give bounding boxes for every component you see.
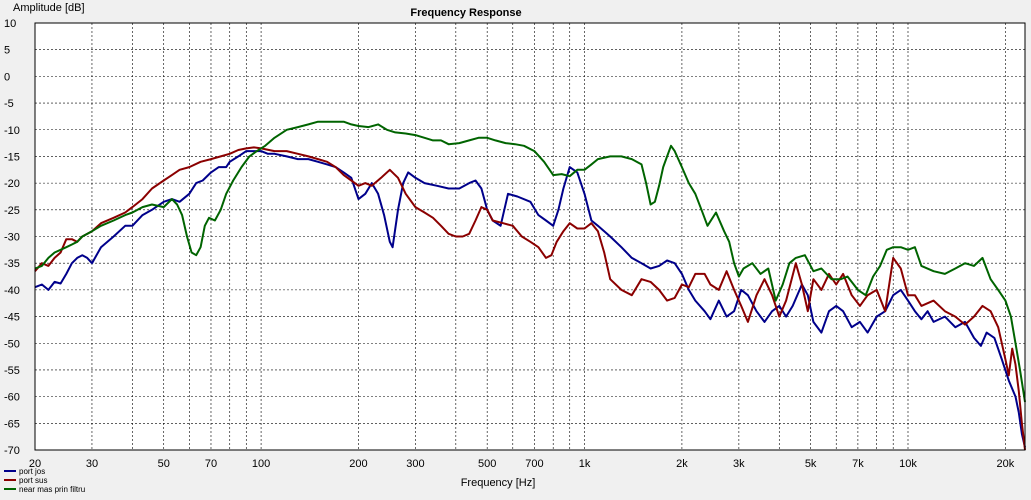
y-tick-label: -30 [4, 232, 20, 244]
y-tick-label: -20 [4, 178, 20, 190]
y-axis-label: Amplitude [dB] [13, 2, 85, 14]
x-tick-label: 7k [852, 458, 864, 470]
series-line [34, 146, 1026, 451]
y-tick-label: 5 [4, 45, 10, 57]
y-tick-label: -35 [4, 258, 20, 270]
y-tick-label: -10 [4, 125, 20, 137]
y-tick-label: 10 [4, 18, 16, 30]
x-tick-label: 5k [805, 458, 817, 470]
x-tick-label: 300 [406, 458, 424, 470]
y-tick-labels: 10 5 0 -5 -10 -15 -20 -25 -30 -35 -40 -45 -50 -55 -60 -… [4, 18, 20, 457]
y-tick-label: -40 [4, 285, 20, 297]
plot-frame [34, 22, 1026, 451]
series-line [34, 120, 1026, 403]
x-tick-label: 200 [349, 458, 367, 470]
x-tick-label: 3k [733, 458, 745, 470]
x-tick-label: 30 [86, 458, 98, 470]
legend-label: port sus [19, 476, 47, 485]
x-tick-label: 70 [205, 458, 217, 470]
chart-title: Frequency Response [410, 7, 521, 19]
y-tick-label: -55 [4, 365, 20, 377]
grid [35, 23, 1025, 450]
y-tick-label: -25 [4, 205, 20, 217]
y-tick-label: -65 [4, 418, 20, 430]
x-tick-label: 1k [579, 458, 591, 470]
x-tick-label: 10k [899, 458, 917, 470]
x-tick-label: 700 [525, 458, 543, 470]
y-tick-label: -5 [4, 98, 14, 110]
y-tick-label: 0 [4, 71, 10, 83]
x-tick-label: 50 [158, 458, 170, 470]
y-tick-label: -60 [4, 392, 20, 404]
series-lines [34, 120, 1026, 451]
y-tick-label: -45 [4, 312, 20, 324]
x-tick-label: 2k [676, 458, 688, 470]
x-tick-label: 20 [29, 458, 41, 470]
x-tick-label: 100 [252, 458, 270, 470]
series-line [34, 150, 1026, 448]
y-tick-label: -50 [4, 338, 20, 350]
legend-label: port jos [19, 467, 45, 476]
y-tick-label: -70 [4, 445, 20, 457]
legend-label: near mas prin filtru [19, 485, 85, 494]
y-tick-label: -15 [4, 151, 20, 163]
x-tick-labels: 20 30 50 70 100 200 300 500 700 1k 2k 3k 5k 7k 10k 20k [29, 458, 1015, 470]
x-axis-label: Frequency [Hz] [461, 477, 536, 489]
x-tick-label: 20k [996, 458, 1014, 470]
x-tick-label: 500 [478, 458, 496, 470]
